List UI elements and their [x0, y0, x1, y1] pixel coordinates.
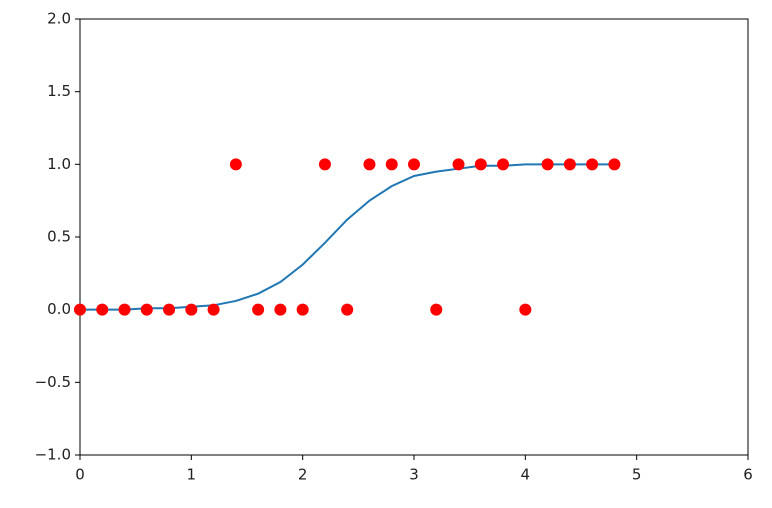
plot-area — [79, 18, 749, 456]
x-tick-label: 2 — [298, 466, 308, 484]
x-tick-label: 0 — [75, 466, 85, 484]
point — [96, 303, 109, 316]
point — [229, 158, 242, 171]
x-tick-label: 3 — [409, 466, 419, 484]
point — [408, 158, 420, 171]
point — [274, 303, 287, 316]
point — [563, 158, 576, 171]
point — [430, 303, 443, 316]
point — [185, 303, 198, 316]
y-tick-label: −1.0 — [35, 446, 71, 464]
x-tick-label: 6 — [743, 466, 753, 484]
point — [541, 158, 554, 171]
point — [296, 303, 309, 316]
point — [163, 303, 176, 316]
point — [363, 158, 376, 171]
y-tick-label: 2.0 — [47, 10, 71, 28]
point — [140, 303, 153, 316]
point — [452, 158, 465, 171]
point — [318, 158, 331, 171]
point — [74, 303, 86, 316]
point — [118, 303, 131, 316]
x-tick-label: 5 — [632, 466, 642, 484]
y-tick-label: 0.5 — [47, 228, 71, 246]
point — [497, 158, 510, 171]
point — [207, 303, 220, 316]
y-tick-label: 0.0 — [47, 300, 71, 318]
y-tick-label: 1.0 — [47, 155, 71, 173]
point — [341, 303, 354, 316]
x-tick-label: 4 — [521, 466, 531, 484]
y-tick-label: −0.5 — [35, 373, 71, 391]
curve — [80, 163, 615, 311]
point — [586, 158, 599, 171]
point — [474, 158, 487, 171]
point — [252, 303, 265, 316]
point — [385, 158, 398, 171]
point — [519, 303, 532, 316]
point — [608, 158, 621, 171]
x-tick-label: 1 — [187, 466, 197, 484]
y-tick-label: 1.5 — [47, 82, 71, 100]
